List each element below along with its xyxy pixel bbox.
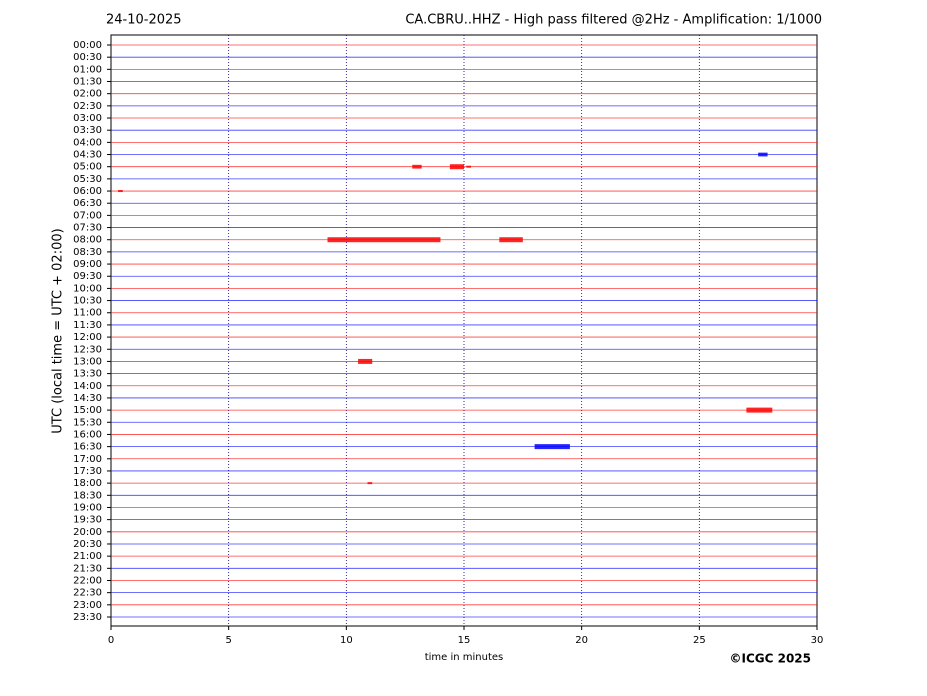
y-tick-label: 18:00: [73, 478, 102, 489]
y-tick-label: 20:30: [73, 539, 102, 550]
y-tick-label: 19:00: [73, 502, 102, 513]
y-tick-label: 05:30: [73, 174, 102, 185]
y-tick-label: 13:00: [73, 356, 102, 367]
y-tick-label: 14:00: [73, 381, 102, 392]
y-tick-label: 19:30: [73, 515, 102, 526]
chart-title: CA.CBRU..HHZ - High pass filtered @2Hz -…: [405, 13, 822, 28]
seismic-event: [534, 444, 570, 450]
x-tick-label: 30: [811, 635, 824, 646]
y-tick-label: 12:30: [73, 344, 102, 355]
seismic-event: [358, 358, 373, 364]
y-tick-label: 17:00: [73, 454, 102, 465]
date: 24-10-2025: [106, 13, 182, 28]
y-tick-label: 13:30: [73, 369, 102, 380]
y-tick-label: 08:00: [73, 235, 102, 246]
y-axis-label: UTC (local time = UTC + 02:00): [51, 228, 66, 433]
y-tick-label: 09:00: [73, 259, 102, 270]
seismic-event: [466, 165, 472, 168]
x-tick-label: 20: [575, 635, 588, 646]
x-tick-label: 5: [225, 635, 231, 646]
seismic-event: [758, 152, 768, 157]
y-tick-label: 10:30: [73, 296, 102, 307]
y-tick-label: 12:00: [73, 332, 102, 343]
y-tick-label: 21:30: [73, 563, 102, 574]
y-tick-label: 16:00: [73, 429, 102, 440]
y-tick-label: 15:30: [73, 417, 102, 428]
seismic-event: [412, 164, 422, 169]
y-tick-label: 02:00: [73, 89, 102, 100]
y-tick-label: 07:00: [73, 210, 102, 221]
y-tick-label: 02:30: [73, 101, 102, 112]
y-tick-label: 22:30: [73, 588, 102, 599]
x-tick-label: 0: [108, 635, 114, 646]
y-tick-label: 04:00: [73, 137, 102, 148]
seismic-event: [746, 407, 773, 413]
y-tick-label: 01:00: [73, 64, 102, 75]
y-tick-label: 06:00: [73, 186, 102, 197]
x-tick-label: 15: [458, 635, 471, 646]
seismic-event: [367, 482, 373, 485]
y-tick-label: 03:30: [73, 125, 102, 136]
y-tick-label: 05:00: [73, 162, 102, 173]
y-tick-label: 15:00: [73, 405, 102, 416]
y-tick-label: 00:30: [73, 52, 102, 63]
y-tick-label: 11:30: [73, 320, 102, 331]
y-tick-label: 04:30: [73, 150, 102, 161]
plot-frame: [110, 34, 818, 627]
y-tick-label: 06:30: [73, 198, 102, 209]
y-tick-label: 21:00: [73, 551, 102, 562]
y-tick-label: 22:00: [73, 575, 102, 586]
x-axis-label: time in minutes: [425, 652, 504, 663]
x-tick-label: 10: [340, 635, 353, 646]
x-tick-label: 25: [693, 635, 706, 646]
copyright: ©ICGC 2025: [729, 652, 811, 666]
y-tick-label: 17:30: [73, 466, 102, 477]
y-tick-label: 09:30: [73, 271, 102, 282]
y-tick-label: 03:00: [73, 113, 102, 124]
y-tick-label: 20:00: [73, 527, 102, 538]
y-tick-label: 23:30: [73, 612, 102, 623]
y-tick-label: 18:30: [73, 490, 102, 501]
y-tick-label: 07:30: [73, 223, 102, 234]
y-tick-label: 00:00: [73, 40, 102, 51]
y-tick-label: 23:00: [73, 600, 102, 611]
y-tick-label: 11:00: [73, 308, 102, 319]
seismic-event: [327, 237, 441, 243]
y-tick-label: 01:30: [73, 77, 102, 88]
y-tick-label: 08:30: [73, 247, 102, 258]
y-tick-label: 14:30: [73, 393, 102, 404]
seismic-event: [118, 190, 123, 193]
y-tick-label: 16:30: [73, 442, 102, 453]
seismic-event: [499, 237, 523, 243]
y-tick-label: 10:00: [73, 283, 102, 294]
seismic-event: [449, 164, 464, 170]
